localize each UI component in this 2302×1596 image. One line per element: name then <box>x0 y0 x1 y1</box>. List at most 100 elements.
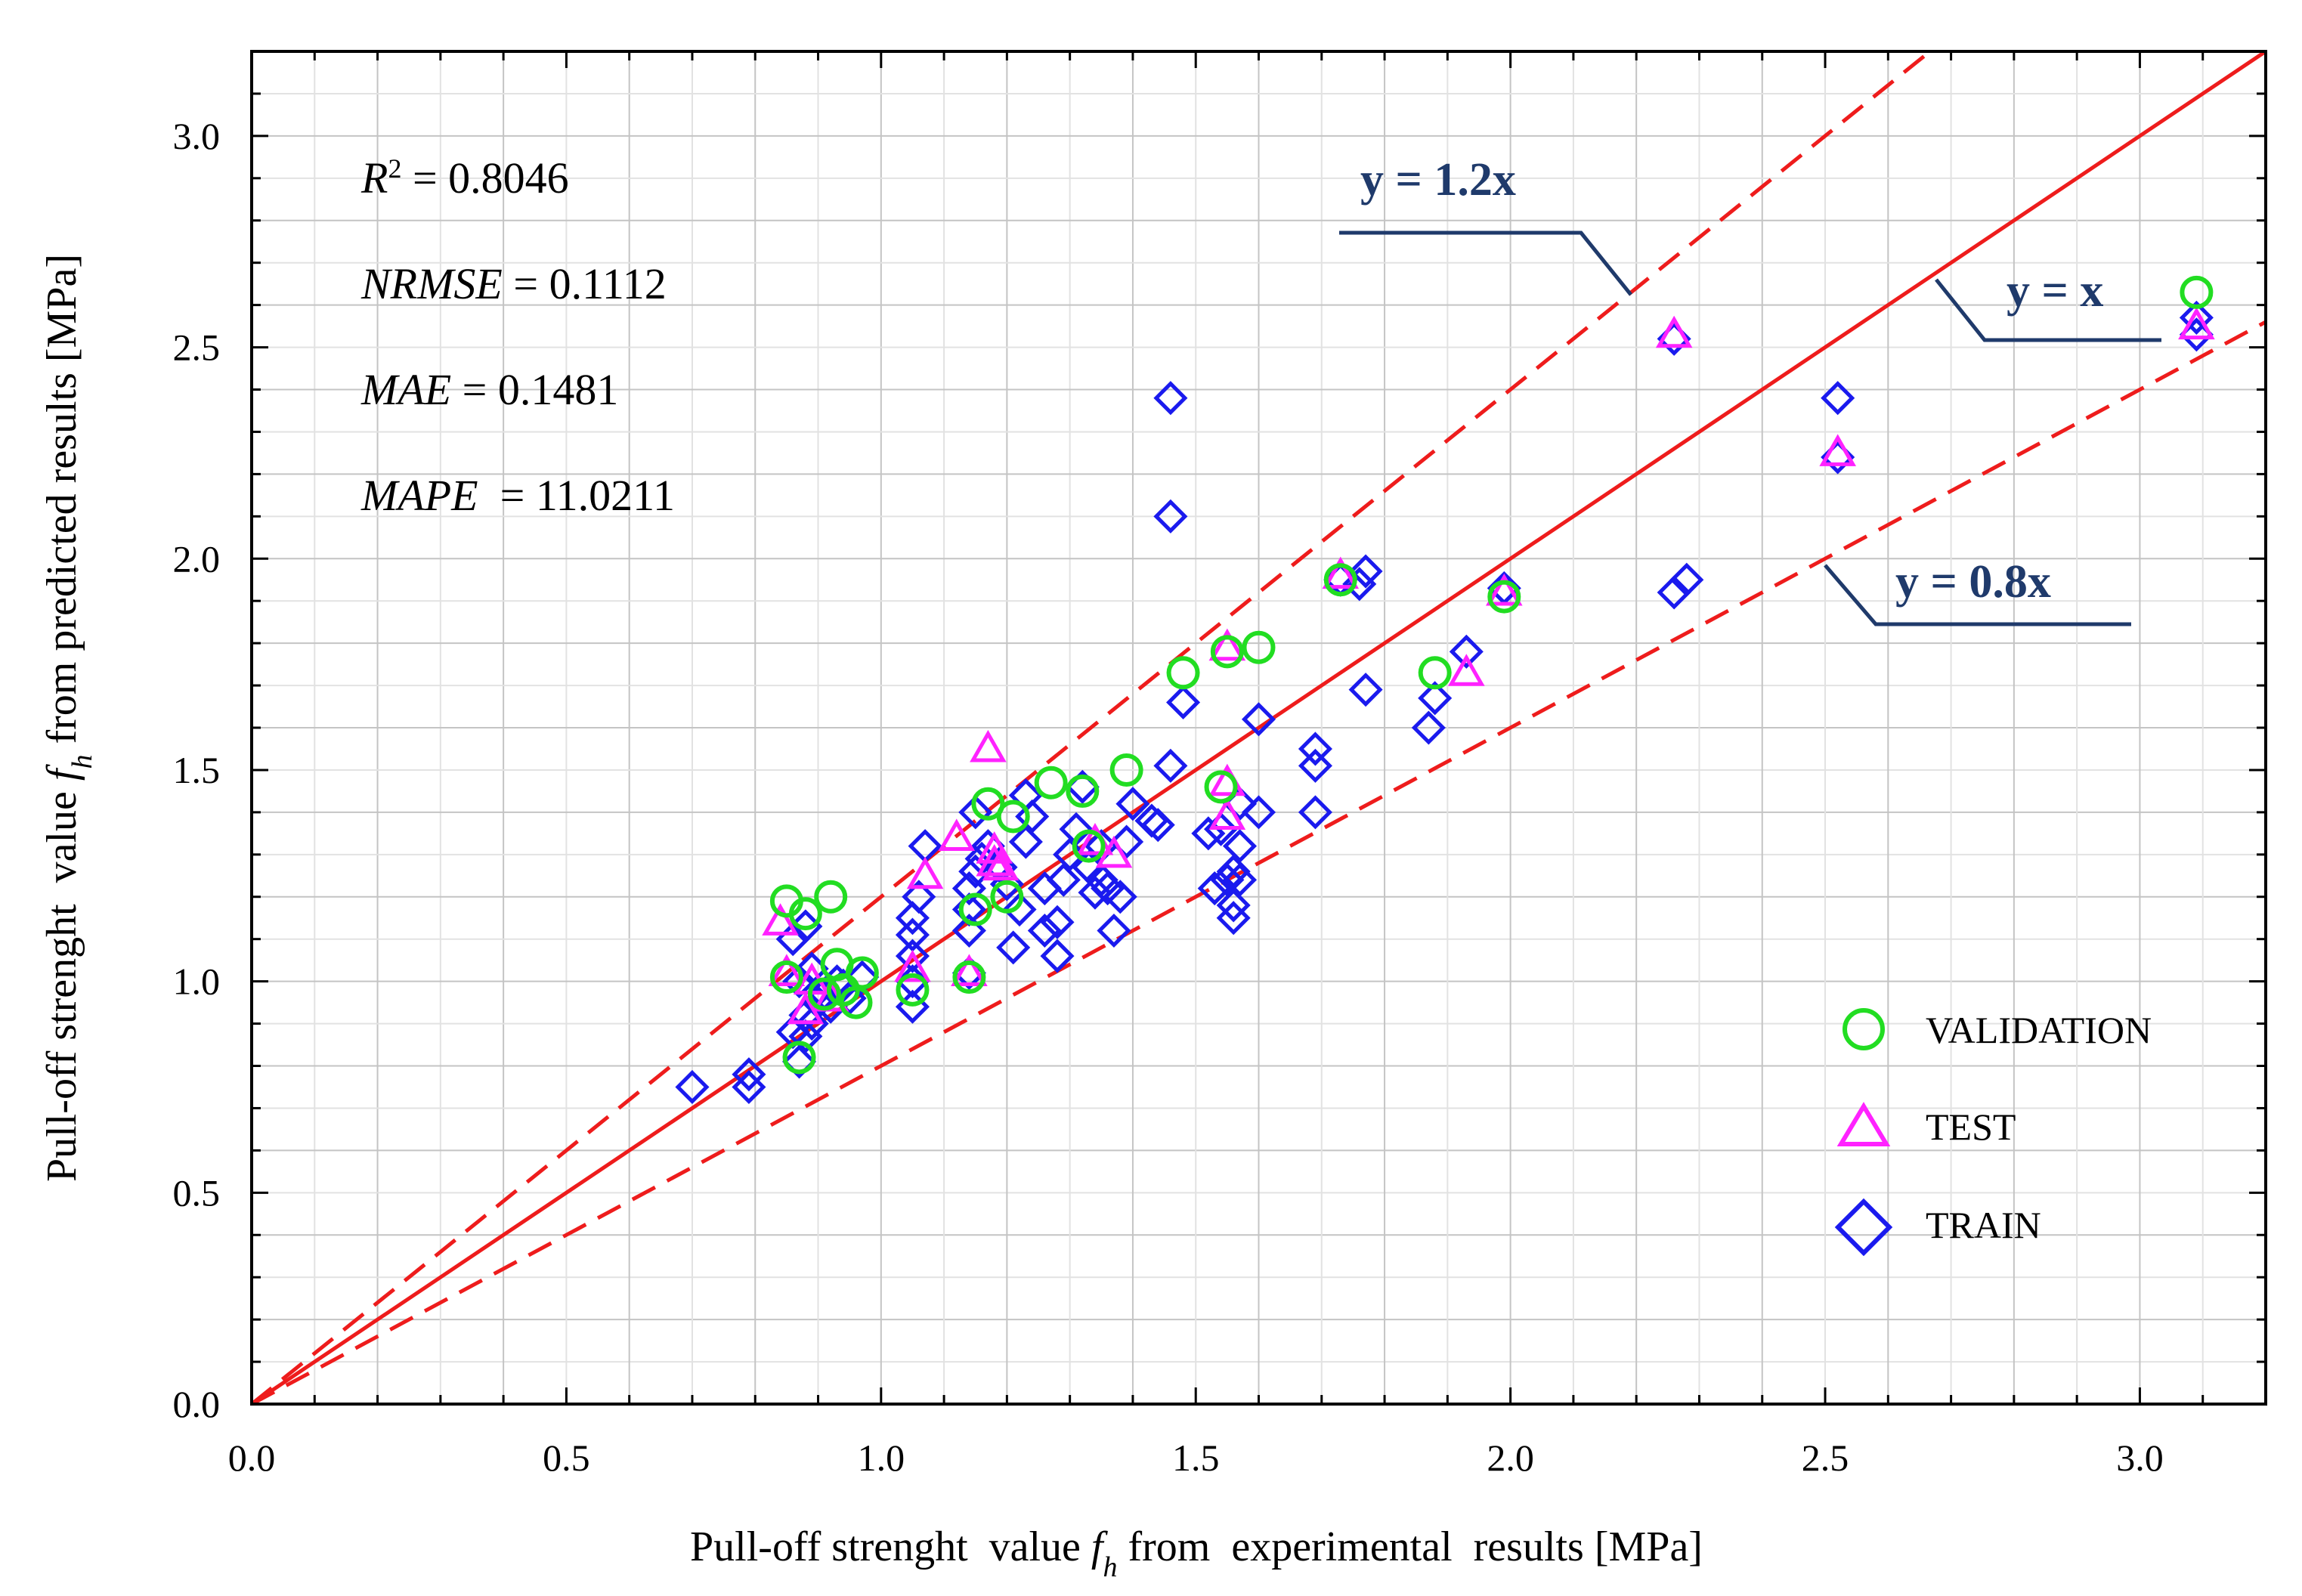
x-tick-label: 0.5 <box>543 1437 590 1479</box>
train-point <box>1008 824 1043 859</box>
train-point <box>1109 824 1144 859</box>
reference-line-y-x <box>250 49 2267 1406</box>
train-point <box>1669 562 1704 597</box>
train-point <box>958 795 993 830</box>
stats-block: R2 = 0.8046 NRMSE = 0.1112 MAE = 0.1481 … <box>360 153 675 520</box>
test-point <box>938 818 976 851</box>
train-point <box>895 901 930 936</box>
validation-point <box>1418 656 1452 690</box>
train-point <box>951 913 986 948</box>
train-point <box>1166 685 1201 719</box>
train-point <box>1078 875 1112 910</box>
test-point <box>1448 654 1485 686</box>
axis-ticks: 0.0 0.5 1.0 1.5 2.0 2.5 3.0 0.0 0.5 1.0 1.5 2.0 2.5 3… <box>173 51 2266 1479</box>
train-point <box>895 917 930 952</box>
callout-leader-y-x <box>1935 278 2161 342</box>
train-point <box>1153 499 1188 534</box>
y-tick-label: 0.5 <box>173 1171 221 1214</box>
y-tick-label: 3.0 <box>173 115 221 157</box>
test-point <box>1485 573 1523 606</box>
test-point <box>762 903 799 936</box>
test-point <box>1655 315 1693 348</box>
reference-line-y-1-2x <box>250 50 1932 1406</box>
y-tick-label: 0.0 <box>173 1383 221 1425</box>
test-point <box>787 991 825 1025</box>
test-point <box>970 729 1007 762</box>
test-point <box>1208 628 1246 661</box>
validation-point <box>958 892 992 926</box>
validation-point <box>1242 630 1276 664</box>
test-point <box>894 949 931 982</box>
train-point <box>1348 554 1383 589</box>
train-point <box>1241 795 1276 830</box>
train-point <box>1097 913 1131 948</box>
label-y-0-8x: y = 0.8x <box>1895 556 2051 608</box>
train-point <box>1241 702 1276 737</box>
train-point <box>782 1044 817 1079</box>
train-point <box>1298 748 1332 783</box>
label-y-x: y = x <box>2007 265 2103 317</box>
test-point <box>951 954 988 986</box>
stat-mae: MAE = 0.1481 <box>360 365 618 414</box>
train-point <box>1449 634 1484 669</box>
stat-nrmse: NRMSE = 0.1112 <box>360 259 667 308</box>
validation-point <box>782 1041 816 1075</box>
x-tick-label: 0.0 <box>228 1437 276 1479</box>
train-point <box>1197 871 1232 906</box>
train-point <box>1002 892 1037 927</box>
test-point <box>1095 835 1133 868</box>
legend-train-marker <box>1834 1198 1893 1257</box>
train-point <box>1411 710 1446 745</box>
train-point <box>1222 829 1258 864</box>
train-point <box>1027 913 1062 948</box>
validation-point <box>788 897 822 931</box>
validation-point <box>990 880 1024 914</box>
train-point <box>788 1019 823 1053</box>
train-point <box>1103 880 1137 914</box>
validation-point <box>1487 580 1521 614</box>
legend-test-label: TEST <box>1926 1106 2016 1148</box>
x-axis-title: Pull-off strenght value fh from experime… <box>690 1523 1703 1583</box>
train-point <box>794 1007 829 1041</box>
train-point <box>1040 939 1075 973</box>
x-tick-label: 1.0 <box>858 1437 905 1479</box>
train-point <box>732 1057 766 1092</box>
train-point <box>1040 905 1075 939</box>
train-point <box>1348 673 1383 707</box>
train-point <box>1140 808 1175 843</box>
train-point <box>1216 901 1251 936</box>
legend-validation-label: VALIDATION <box>1926 1009 2152 1051</box>
validation-point <box>845 956 879 990</box>
train-point <box>902 880 936 914</box>
validation-point <box>1323 563 1357 597</box>
callout-leader-1-2x <box>1339 230 1632 296</box>
x-tick-label: 2.5 <box>1802 1437 1849 1479</box>
validation-point <box>952 960 986 994</box>
y-tick-label: 1.5 <box>173 749 221 791</box>
train-point <box>1222 862 1258 897</box>
y-tick-label: 1.0 <box>173 960 221 1003</box>
train-point <box>1153 381 1188 416</box>
reference-lines <box>250 49 2267 1406</box>
train-point <box>1298 732 1332 766</box>
train-point <box>1210 862 1245 897</box>
validation-point <box>1204 770 1238 804</box>
validation-point <box>1109 753 1143 787</box>
validation-point <box>769 960 803 994</box>
legend-train-label: TRAIN <box>1926 1204 2041 1246</box>
reference-line-labels: y = 1.2x y = x y = 0.8x <box>1339 154 2161 626</box>
y-axis-title: Pull-off strenght value fh from predicte… <box>39 254 98 1182</box>
train-point <box>996 930 1031 965</box>
reference-line-y-0-8x <box>250 320 2267 1406</box>
train-point <box>1298 795 1332 830</box>
validation-point <box>1034 766 1068 800</box>
train-point <box>1053 837 1088 872</box>
train-point <box>675 1069 710 1105</box>
data-points <box>675 275 2215 1105</box>
validation-point <box>996 800 1030 834</box>
validation-point <box>1166 656 1200 690</box>
test-point <box>982 848 1020 881</box>
stat-mape: MAPE = 11.0211 <box>360 471 675 520</box>
y-tick-label: 2.5 <box>173 326 221 369</box>
test-point <box>2178 307 2215 340</box>
